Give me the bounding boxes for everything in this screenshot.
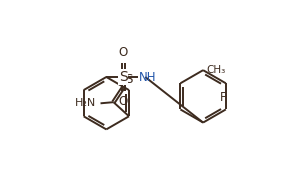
Text: F: F [220, 91, 227, 105]
Text: CH₃: CH₃ [207, 65, 226, 75]
Text: S: S [125, 73, 132, 86]
Text: O: O [119, 46, 128, 59]
Text: H₂N: H₂N [75, 98, 96, 108]
Text: O: O [119, 95, 128, 107]
Text: NH: NH [139, 71, 156, 83]
Text: S: S [119, 70, 128, 84]
